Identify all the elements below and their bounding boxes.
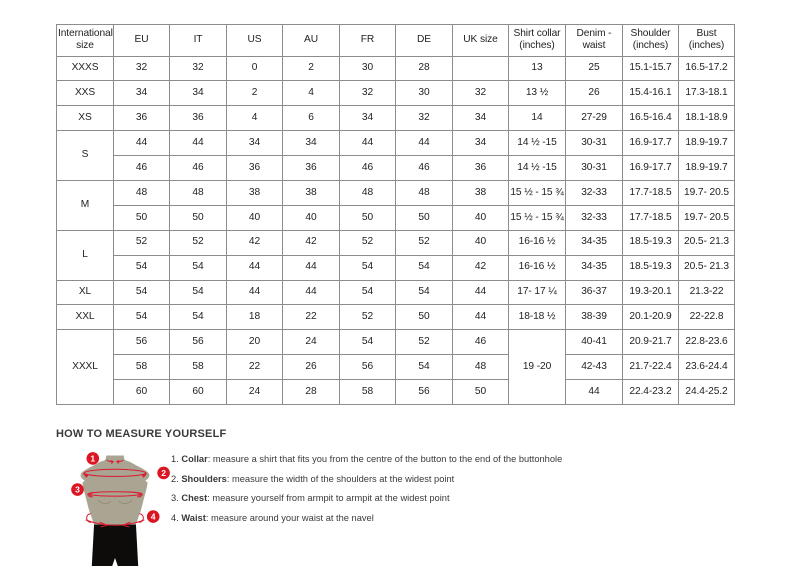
svg-text:4: 4 <box>151 512 156 522</box>
svg-text:1: 1 <box>90 453 95 463</box>
svg-text:2: 2 <box>161 468 166 478</box>
svg-text:3: 3 <box>75 485 80 495</box>
